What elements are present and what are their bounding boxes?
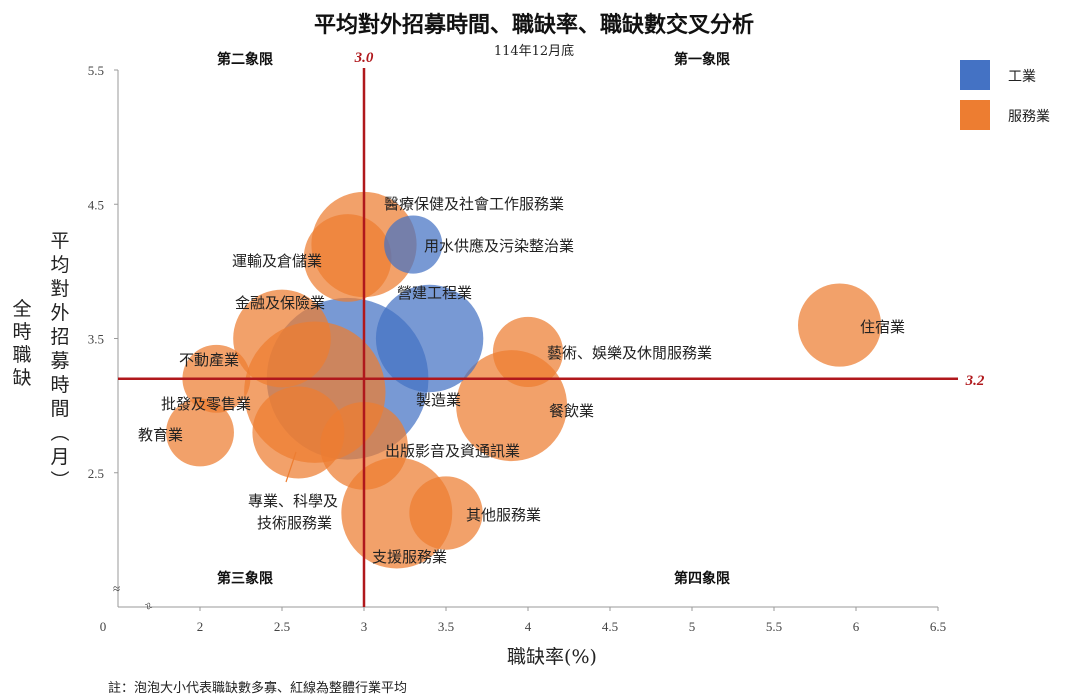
x-tick-label: 2 [197,619,204,634]
bubble-label: 金融及保險業 [235,294,325,312]
y-axis-title-right-char: 募 [50,350,69,372]
bubble [384,215,443,274]
y-axis-title-left-char: 時 [12,321,31,343]
quadrant-label: 第三象限 [217,570,273,587]
bubble-label: 不動產業 [179,351,239,369]
bubble-label-line-1: 專業、科學及 [248,492,338,510]
chart-title: 平均對外招募時間、職缺率、職缺數交叉分析 [314,12,754,38]
bubble [375,284,484,393]
chart-subtitle: 114年12月底 [494,43,574,59]
legend-swatch [960,100,990,130]
legend-label: 服務業 [1008,109,1050,125]
y-axis-title-right-char: 均 [50,254,69,276]
x-tick-label: 4 [525,619,532,634]
y-axis-title-left-char: 缺 [12,367,31,389]
quadrant-label: 第一象限 [674,51,730,68]
bubble [409,476,483,550]
bubble-label: 醫療保健及社會工作服務業 [384,195,564,213]
x-tick-label: 3.5 [438,619,454,634]
y-axis-title-right-char: 月 [50,446,69,468]
y-axis-title-right-char: ︵ [50,422,69,444]
x-tick-label: 4.5 [602,619,618,634]
x-tick-label: 2.5 [274,619,290,634]
y-tick-label: 2.5 [88,466,104,481]
bubble-label: 餐飲業 [549,402,594,420]
bubble-label: 其他服務業 [466,506,541,524]
y-axis-break-symbol: ≈ [113,581,120,596]
y-axis-title-right-char: 招 [50,326,69,348]
bubble-label: 出版影音及資通訊業 [385,442,520,460]
bubble-label: 用水供應及污染整治業 [424,237,574,255]
y-axis-title-right-char: 時 [50,374,69,396]
y-axis-title-right-char: 間 [50,398,69,420]
bubble-label: 製造業 [416,391,461,409]
bubble-label: 住宿業 [860,318,905,336]
quadrant-label: 第二象限 [217,51,273,68]
bubble [492,316,564,387]
x-tick-label: 6 [853,619,860,634]
x-tick-label: 6.5 [930,619,946,634]
bubble [233,289,331,388]
bubble-label: 營建工程業 [397,284,472,302]
y-tick-label: 5.5 [88,63,104,78]
footnote: 註：泡泡大小代表職缺數多寡、紅線為整體行業平均 [108,680,407,696]
bubble-label: 教育業 [138,426,183,444]
x-origin-label: 0 [100,619,107,634]
legend-swatch [960,60,990,90]
bubble-label: 支援服務業 [372,548,447,566]
x-axis-break-symbol: ≈ [141,599,158,613]
bubble-label: 批發及零售業 [161,395,251,413]
y-axis-title-left-char: 職 [12,344,31,366]
x-tick-label: 5 [689,619,696,634]
y-axis-title-right-char: 平 [50,230,69,252]
bubble-label-line-2: 技術服務業 [257,514,332,532]
quadrant-label: 第四象限 [674,570,730,587]
y-axis-title-right-char: 對 [50,278,69,300]
bubble-label: 藝術、娛樂及休閒服務業 [547,344,712,362]
bubble [166,398,234,467]
bubble [303,214,392,302]
x-tick-label: 5.5 [766,619,782,634]
y-axis-title-left-char: 全 [12,298,31,320]
legend-label: 工業 [1008,69,1036,85]
y-axis-title-right-char: 外 [50,302,69,324]
x-axis-title: 職缺率(%) [507,646,597,668]
bubble [798,283,882,367]
leader-line [285,451,297,483]
x-tick-label: 3 [361,619,368,634]
average-x-label: 3.0 [354,50,374,66]
bubble-label: 運輸及倉儲業 [232,252,322,270]
y-tick-label: 4.5 [88,197,104,212]
y-axis-title-right-char: ︶ [50,470,69,492]
y-tick-label: 3.5 [88,332,104,347]
average-y-label: 3.2 [965,373,985,389]
